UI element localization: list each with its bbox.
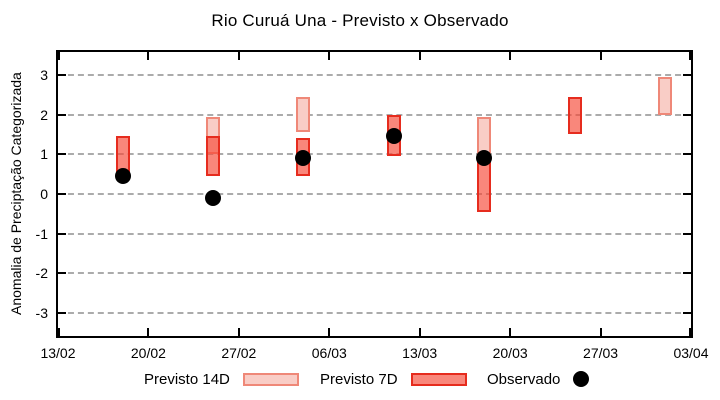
x-tick-bottom (418, 328, 421, 336)
x-tick-label: 27/03 (583, 345, 619, 361)
legend-label-observado: Observado (487, 370, 561, 388)
x-tick-label: 13/02 (40, 345, 76, 361)
previsto-7d-swatch-icon (410, 372, 467, 386)
range-bar-previsto-7d (567, 96, 582, 135)
y-tick-right (683, 153, 691, 156)
legend-label-previsto-7d: Previsto 7D (320, 370, 398, 388)
y-tick-label: -3 (35, 305, 48, 322)
x-tick-label: 13/03 (402, 345, 438, 361)
x-tick-bottom (599, 328, 602, 336)
range-bar-previsto-14d (296, 96, 311, 133)
range-bar-previsto-7d (115, 136, 130, 173)
y-tick-left (58, 193, 66, 195)
y-tick-left (58, 272, 66, 275)
y-tick-left (58, 232, 66, 235)
y-tick-left (58, 113, 66, 116)
x-tick-top (237, 52, 240, 60)
observado-point (295, 150, 312, 167)
range-bar-previsto-14d (658, 76, 673, 115)
x-tick-top (418, 52, 421, 60)
x-tick-top (689, 52, 691, 60)
x-tick-label: 06/03 (311, 345, 347, 361)
y-gridline (58, 113, 691, 116)
observado-dot-icon (573, 371, 590, 387)
y-gridline (58, 312, 691, 315)
range-bar-previsto-7d (477, 158, 492, 212)
chart-title: Rio Curuá Una - Previsto x Observado (211, 11, 509, 30)
y-gridline (58, 73, 691, 76)
x-tick-bottom (237, 328, 240, 336)
legend: Previsto 14D Previsto 7D Observado (0, 368, 720, 394)
x-tick-bottom (689, 328, 691, 336)
y-tick-left (58, 73, 66, 76)
plot-area (56, 50, 693, 338)
y-tick-label: -1 (35, 225, 48, 242)
legend-item-observado: Observado (487, 368, 590, 390)
x-tick-top (599, 52, 602, 60)
y-tick-right (683, 193, 691, 195)
y-tick-right (683, 232, 691, 235)
x-tick-top (328, 52, 331, 60)
legend-item-previsto-14d: Previsto 14D (144, 368, 299, 390)
previsto-14d-swatch-icon (242, 372, 299, 386)
y-tick-label: 3 (40, 66, 48, 83)
x-tick-top (509, 52, 512, 60)
y-tick-right (683, 272, 691, 275)
x-tick-bottom (147, 328, 150, 336)
legend-item-previsto-7d: Previsto 7D (320, 368, 467, 390)
y-gridline (58, 153, 691, 156)
range-bar-previsto-7d (206, 136, 221, 177)
x-tick-label: 20/02 (130, 345, 166, 361)
legend-label-previsto-14d: Previsto 14D (144, 370, 230, 388)
y-gridline (58, 232, 691, 235)
observado-point (114, 168, 131, 185)
x-tick-label: 27/02 (221, 345, 257, 361)
y-tick-right (683, 312, 691, 315)
y-tick-right (683, 73, 691, 76)
observado-point (476, 150, 493, 167)
x-tick-bottom (58, 328, 60, 336)
y-tick-left (58, 312, 66, 315)
x-tick-top (147, 52, 150, 60)
y-tick-label: -2 (35, 265, 48, 282)
x-tick-bottom (509, 328, 512, 336)
y-tick-left (58, 153, 66, 156)
x-tick-label: 03/04 (673, 345, 709, 361)
x-tick-label: 20/03 (492, 345, 528, 361)
observado-point (205, 189, 222, 206)
y-tick-label: 0 (40, 186, 48, 202)
y-tick-label: 1 (40, 146, 48, 163)
x-tick-bottom (328, 328, 331, 336)
observado-point (385, 128, 402, 145)
x-tick-top (58, 52, 60, 60)
y-tick-label: 2 (40, 106, 48, 123)
y-tick-right (683, 113, 691, 116)
y-gridline (58, 193, 691, 195)
y-gridline (58, 272, 691, 275)
